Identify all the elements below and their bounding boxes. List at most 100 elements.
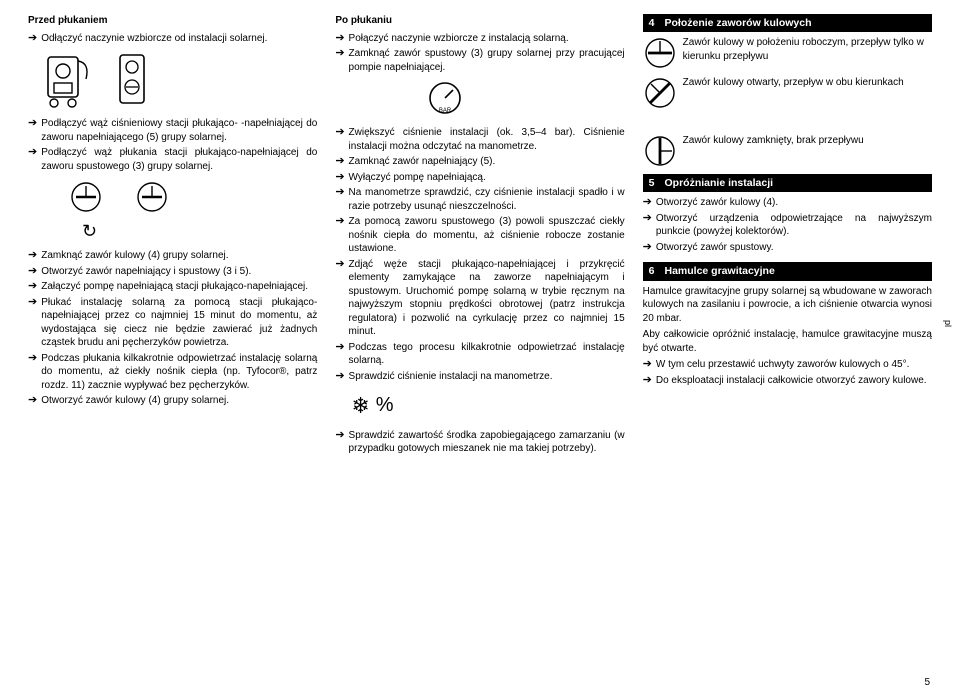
arrow-icon: ➔ [335,215,344,227]
arrow-icon: ➔ [335,429,344,441]
valve-text: Zawór kulowy w położeniu roboczym, przep… [683,36,932,63]
arrow-icon: ➔ [28,249,37,261]
bullet: ➔ Zamknąć zawór napełniający (5). [335,155,624,169]
arrow-icon: ➔ [28,32,37,44]
section-title: Położenie zaworów kulowych [665,16,812,30]
arrow-icon: ➔ [643,196,652,208]
bullet-text: W tym celu przestawić uchwyty zaworów ku… [656,358,932,372]
valve-position-row: Zawór kulowy w położeniu roboczym, przep… [643,36,932,70]
gauge-icon [68,179,104,215]
arrow-icon: ➔ [335,258,344,270]
bullet-text: Połączyć naczynie wzbiorcze z instalacją… [349,32,625,46]
arrow-icon: ➔ [335,126,344,138]
valve-working-icon [643,36,677,70]
bullet: ➔ Otworzyć zawór spustowy. [643,241,932,255]
valve-open-icon [643,76,677,110]
flushing-station-icon [42,51,94,111]
paragraph: Aby całkowicie opróżnić instalację, hamu… [643,328,932,355]
paragraph: Hamulce grawitacyjne grupy solarnej są w… [643,285,932,326]
heading-after-flush: Po płukaniu [335,14,624,28]
bullet-text: Podłączyć wąż płukania stacji płukająco-… [41,146,317,173]
section-title: Opróżnianie instalacji [665,176,774,190]
percent-icon: % [376,392,394,419]
bullet: ➔ Sprawdzić zawartość środka zapobiegają… [335,429,624,456]
bullet-text: Zwiększyć ciśnienie instalacji (ok. 3,5–… [349,126,625,153]
column-2: Po płukaniu ➔ Połączyć naczynie wzbiorcz… [335,14,624,458]
arrow-icon: ➔ [28,296,37,308]
bullet: ➔ Zamknąć zawór kulowy (4) grupy solarne… [28,249,317,263]
bullet-text: Podczas płukania kilkakrotnie odpowietrz… [41,352,317,393]
bullet-text: Załączyć pompę napełniającą stacji płuka… [41,280,317,294]
bullet: ➔ Podczas tego procesu kilkakrotnie odpo… [335,341,624,368]
bullet-text: Otworzyć zawór kulowy (4) grupy solarnej… [41,394,317,408]
arrow-icon: ➔ [28,394,37,406]
arrow-icon: ➔ [643,374,652,386]
equipment-icons [42,51,317,111]
bullet-text: Otworzyć zawór spustowy. [656,241,932,255]
bullet: ➔ Podłączyć wąż płukania stacji płukając… [28,146,317,173]
bullet-text: Sprawdzić zawartość środka zapobiegające… [349,429,625,456]
arrow-icon: ➔ [335,341,344,353]
bullet: ➔ Zdjąć węże stacji płukająco-napełniają… [335,258,624,339]
bullet: ➔ Otworzyć zawór kulowy (4). [643,196,932,210]
bullet-text: Odłączyć naczynie wzbiorcze od instalacj… [41,32,317,46]
bullet: ➔ Załączyć pompę napełniającą stacji płu… [28,280,317,294]
valve-text: Zawór kulowy zamknięty, brak przepływu [683,134,932,148]
cycle-arrow-icon: ↻ [82,219,317,243]
valve-position-row: Zawór kulowy otwarty, przepływ w obu kie… [643,76,932,110]
valve-position-row: Zawór kulowy zamknięty, brak przepływu [643,134,932,168]
manometer-icon: BAR [425,80,624,120]
arrow-icon: ➔ [335,171,344,183]
bullet-text: Do eksploatacji instalacji całkowicie ot… [656,374,932,388]
column-1: Przed płukaniem ➔ Odłączyć naczynie wzbi… [28,14,317,458]
bullet-text: Na manometrze sprawdzić, czy ciśnienie i… [349,186,625,213]
bullet-text: Sprawdzić ciśnienie instalacji na manome… [349,370,625,384]
gauge-icons [68,179,317,215]
bullet: ➔ Otworzyć zawór kulowy (4) grupy solarn… [28,394,317,408]
bullet: ➔ Podczas płukania kilkakrotnie odpowiet… [28,352,317,393]
bullet: ➔ Wyłączyć pompę napełniającą. [335,171,624,185]
bullet-text: Zdjąć węże stacji płukająco-napełniające… [349,258,625,339]
arrow-icon: ➔ [335,186,344,198]
bullet: ➔ Połączyć naczynie wzbiorcze z instalac… [335,32,624,46]
bullet: ➔ Zwiększyć ciśnienie instalacji (ok. 3,… [335,126,624,153]
bar-label: BAR [439,108,452,114]
valve-closed-icon [643,134,677,168]
column-3: 4 Położenie zaworów kulowych Zawór kulow… [643,14,932,458]
snowflake-icon: ❄ [351,391,369,421]
arrow-icon: ➔ [335,32,344,44]
bullet: ➔ Płukać instalację solarną za pomocą st… [28,296,317,350]
bullet: ➔ Sprawdzić ciśnienie instalacji na mano… [335,370,624,384]
solar-group-icon [112,51,152,111]
section-number: 6 [649,264,655,278]
bullet-text: Podłączyć wąż ciśnieniowy stacji płukają… [41,117,317,144]
arrow-icon: ➔ [28,117,37,129]
bullet: ➔ Na manometrze sprawdzić, czy ciśnienie… [335,186,624,213]
arrow-icon: ➔ [335,370,344,382]
bullet: ➔ Zamknąć zawór spustowy (3) grupy solar… [335,47,624,74]
section-number: 4 [649,16,655,30]
bullet-text: Za pomocą zaworu spustowego (3) powoli s… [349,215,625,256]
page-number: 5 [924,676,930,690]
heading-before-flush: Przed płukaniem [28,14,317,28]
arrow-icon: ➔ [28,265,37,277]
bullet: ➔ Otworzyć urządzenia odpowietrzające na… [643,212,932,239]
bullet: ➔ Otworzyć zawór napełniający i spustowy… [28,265,317,279]
bullet-text: Zamknąć zawór napełniający (5). [349,155,625,169]
arrow-icon: ➔ [335,47,344,59]
bullet-text: Otworzyć urządzenia odpowietrzające na n… [656,212,932,239]
bullet-text: Otworzyć zawór kulowy (4). [656,196,932,210]
bullet-text: Zamknąć zawór spustowy (3) grupy solarne… [349,47,625,74]
arrow-icon: ➔ [643,212,652,224]
arrow-icon: ➔ [643,241,652,253]
section-title: Hamulce grawitacyjne [665,264,775,278]
bullet: ➔ Odłączyć naczynie wzbiorcze od instala… [28,32,317,46]
bullet: ➔ Za pomocą zaworu spustowego (3) powoli… [335,215,624,256]
arrow-icon: ➔ [335,155,344,167]
bullet: ➔ Podłączyć wąż ciśnieniowy stacji płuka… [28,117,317,144]
section-6-header: 6 Hamulce grawitacyjne [643,262,932,280]
arrow-icon: ➔ [28,280,37,292]
section-5-header: 5 Opróżnianie instalacji [643,174,932,192]
bullet: ➔ W tym celu przestawić uchwyty zaworów … [643,358,932,372]
bullet-text: Podczas tego procesu kilkakrotnie odpowi… [349,341,625,368]
